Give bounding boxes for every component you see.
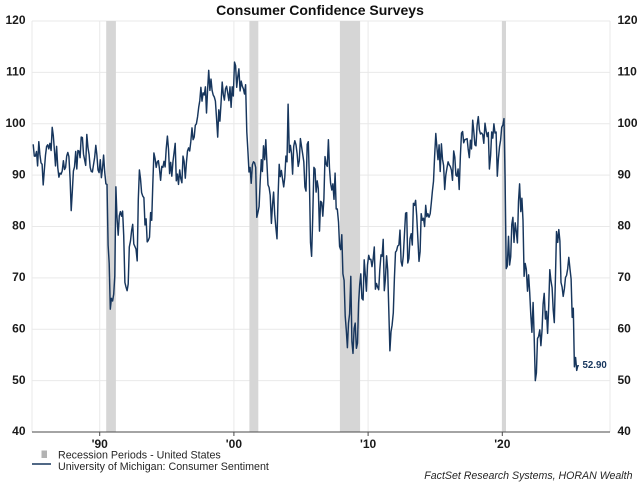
svg-text:60: 60 — [12, 321, 26, 335]
svg-text:Recession Periods - United Sta: Recession Periods - United States — [58, 450, 221, 462]
svg-text:90: 90 — [12, 167, 26, 181]
svg-text:'10: '10 — [360, 437, 377, 451]
svg-text:52.90: 52.90 — [583, 360, 607, 371]
svg-text:80: 80 — [618, 219, 632, 233]
svg-text:Consumer Confidence Surveys: Consumer Confidence Surveys — [216, 2, 424, 18]
svg-text:40: 40 — [12, 424, 26, 438]
svg-text:60: 60 — [618, 321, 632, 335]
svg-text:120: 120 — [618, 13, 638, 27]
svg-text:'00: '00 — [226, 437, 243, 451]
svg-text:'20: '20 — [494, 437, 511, 451]
svg-text:50: 50 — [618, 373, 632, 387]
svg-text:40: 40 — [618, 424, 632, 438]
svg-text:100: 100 — [618, 116, 638, 130]
svg-text:50: 50 — [12, 373, 26, 387]
svg-text:110: 110 — [618, 65, 638, 79]
svg-text:90: 90 — [618, 167, 632, 181]
svg-text:70: 70 — [12, 270, 26, 284]
svg-text:110: 110 — [6, 65, 26, 79]
svg-text:FactSet Research Systems, HORA: FactSet Research Systems, HORAN Wealth — [424, 470, 632, 482]
svg-text:University of Michigan: Consum: University of Michigan: Consumer Sentime… — [58, 461, 269, 473]
svg-text:70: 70 — [618, 270, 632, 284]
svg-text:'90: '90 — [92, 437, 109, 451]
svg-text:100: 100 — [5, 116, 25, 130]
svg-text:120: 120 — [5, 13, 25, 27]
svg-text:80: 80 — [12, 219, 26, 233]
